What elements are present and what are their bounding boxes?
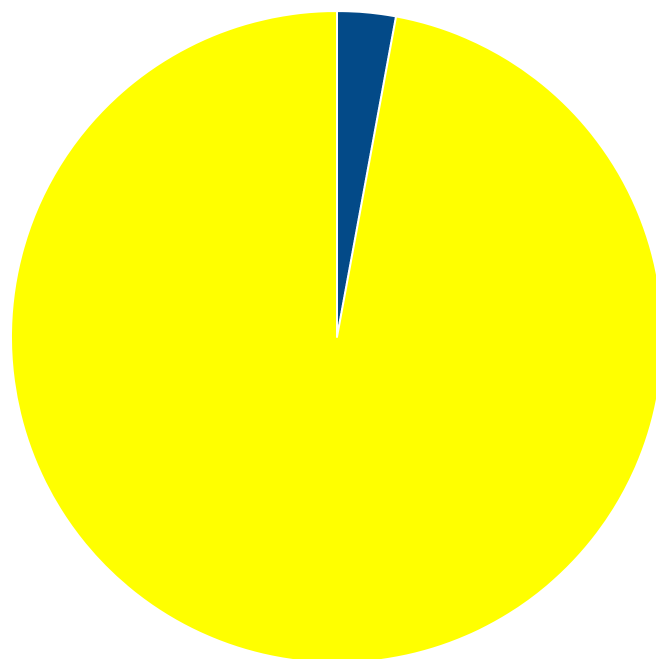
pie-slice-2: [10, 10, 656, 659]
pie-slices: [10, 10, 656, 659]
